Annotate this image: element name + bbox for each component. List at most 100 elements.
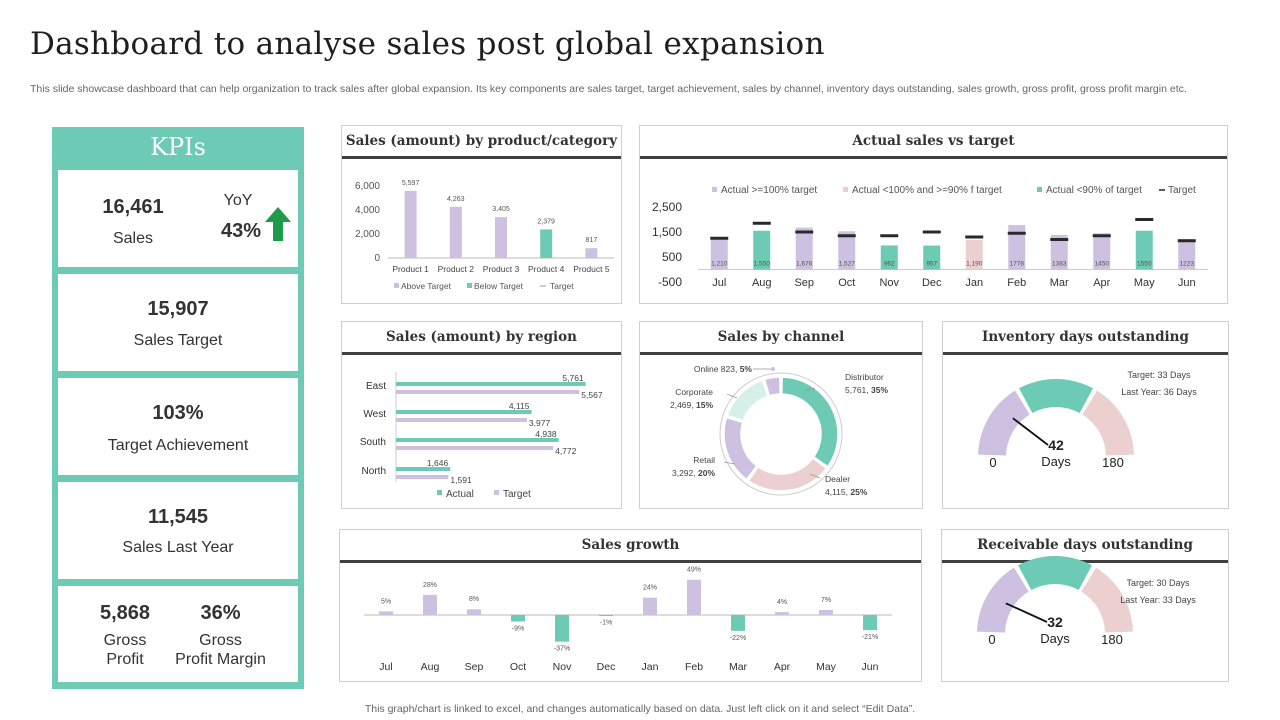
gross-profit-label-1: Gross bbox=[103, 632, 147, 649]
footer-note: This graph/chart is linked to excel, and… bbox=[364, 703, 916, 715]
slice-name-label: Distributor bbox=[845, 372, 884, 382]
actual-bar bbox=[753, 230, 771, 270]
growth-bar bbox=[555, 615, 569, 642]
growth-bar bbox=[731, 615, 745, 631]
growth-bar bbox=[467, 609, 481, 615]
panel-product: Sales (amount) by product/category 0 2,00… bbox=[341, 125, 622, 304]
target-bar bbox=[396, 475, 449, 479]
leader-line bbox=[804, 387, 816, 391]
target-marker bbox=[795, 230, 814, 234]
x-tick-label: Product 3 bbox=[483, 264, 520, 274]
actual-bar bbox=[396, 467, 451, 471]
target-marker bbox=[965, 235, 984, 239]
data-label: 1,210 bbox=[711, 261, 728, 268]
legend-label: Actual <100% and >=90% f target bbox=[852, 185, 1002, 196]
legend-swatch bbox=[712, 187, 717, 192]
slice-value-label: Online 823, 5% bbox=[694, 364, 753, 374]
target-marker bbox=[837, 234, 856, 238]
legend-swatch bbox=[494, 490, 499, 495]
kpi-card-achievement: 103% Target Achievement bbox=[58, 378, 298, 475]
gross-profit-label-2: Profit bbox=[106, 651, 144, 668]
panel-actual-vs-target: Actual sales vs target -500 500 1,500 2,500… bbox=[639, 125, 1228, 304]
x-tick-label: Dec bbox=[597, 661, 616, 673]
slice-percent-label: 5% bbox=[740, 364, 753, 374]
data-label: 1550 bbox=[1137, 261, 1152, 268]
panel-receivable: Receivable days outstanding 32 Days 0 180 Ta… bbox=[941, 529, 1229, 682]
data-label: -9% bbox=[512, 625, 524, 632]
x-tick-label: Aug bbox=[752, 277, 772, 289]
slice-name-label: Dealer bbox=[825, 474, 850, 484]
donut-slice bbox=[723, 416, 758, 481]
target-marker bbox=[922, 230, 941, 234]
achievement-value: 103% bbox=[152, 402, 204, 424]
product-bar bbox=[540, 229, 553, 258]
actual-bar bbox=[1178, 238, 1196, 270]
panel-title-channel: Sales by channel bbox=[640, 322, 922, 355]
data-label: 4% bbox=[777, 599, 787, 606]
x-tick-label: Oct bbox=[838, 277, 855, 289]
gauge-target-text: Target: 30 Days bbox=[1126, 578, 1190, 588]
legend-label: Target bbox=[503, 489, 531, 500]
donut-slice bbox=[781, 376, 839, 468]
slice-percent-label: 20% bbox=[698, 468, 715, 478]
y-tick-label: South bbox=[360, 437, 386, 448]
y-tick-label: 4,000 bbox=[355, 205, 380, 216]
x-tick-label: Aug bbox=[421, 661, 440, 673]
gauge-segment bbox=[1082, 390, 1134, 456]
y-tick-label: 0 bbox=[374, 253, 380, 264]
data-label: 3,977 bbox=[529, 418, 551, 428]
actual-vs-target-chart: -500 500 1,500 2,500 1,210 Jul 1,550 Aug 1,676 Se… bbox=[652, 185, 1208, 289]
kpi-panel: KPIs 16,461 Sales YoY 43% 15,907 Sales T… bbox=[52, 127, 304, 689]
data-label: 5% bbox=[381, 598, 391, 605]
y-tick-label: North bbox=[362, 466, 386, 477]
y-tick-label: 2,000 bbox=[355, 229, 380, 240]
legend-swatch bbox=[843, 187, 848, 192]
actual-bar bbox=[1008, 225, 1026, 270]
slice-value-label: 3,292, 20% bbox=[672, 468, 715, 478]
growth-bar bbox=[863, 615, 877, 631]
target-marker bbox=[1092, 234, 1111, 238]
x-tick-label: May bbox=[816, 661, 837, 673]
donut-slice bbox=[763, 376, 781, 397]
leader-line bbox=[723, 461, 736, 465]
actual-bar bbox=[1050, 234, 1068, 270]
target-marker bbox=[880, 234, 899, 238]
slice-value-label: 4,115, 25% bbox=[825, 487, 868, 497]
data-label: 1450 bbox=[1095, 261, 1110, 268]
gauge-segment bbox=[1018, 556, 1092, 590]
gauge-unit: Days bbox=[1041, 454, 1071, 469]
x-tick-label: Product 4 bbox=[528, 264, 565, 274]
slice-percent-label: 35% bbox=[871, 385, 888, 395]
actual-bar bbox=[1135, 230, 1153, 270]
legend-label: Target bbox=[550, 281, 574, 291]
actual-bar bbox=[710, 239, 728, 270]
gauge-segment bbox=[977, 567, 1029, 633]
donut-slice bbox=[726, 379, 769, 422]
panel-title-inventory: Inventory days outstanding bbox=[943, 322, 1228, 355]
legend-swatch bbox=[1037, 187, 1042, 192]
actual-bar bbox=[838, 231, 856, 270]
donut-slice bbox=[747, 457, 828, 492]
gauge-value: 42 bbox=[1048, 437, 1064, 453]
legend-swatch bbox=[394, 283, 399, 288]
slice-percent-label: 25% bbox=[850, 487, 867, 497]
data-label: 1,527 bbox=[839, 261, 856, 268]
up-arrow-icon bbox=[265, 207, 291, 241]
x-tick-label: Product 5 bbox=[573, 264, 610, 274]
data-label: 4,263 bbox=[447, 196, 465, 203]
data-label: 4,938 bbox=[535, 429, 557, 439]
y-tick-label: West bbox=[363, 409, 386, 420]
last-year-label: Sales Last Year bbox=[122, 539, 234, 556]
product-bar bbox=[449, 206, 462, 258]
data-label: 49% bbox=[687, 567, 701, 574]
data-label: 5,761 bbox=[562, 373, 584, 383]
target-marker bbox=[752, 221, 771, 225]
x-tick-label: Feb bbox=[685, 661, 703, 673]
leader-dot bbox=[771, 367, 775, 371]
target-marker bbox=[1135, 218, 1154, 221]
sales-target-label: Sales Target bbox=[133, 332, 223, 349]
x-tick-label: Jun bbox=[1178, 277, 1196, 289]
target-bar bbox=[396, 446, 554, 450]
x-tick-label: Sep bbox=[794, 277, 814, 289]
